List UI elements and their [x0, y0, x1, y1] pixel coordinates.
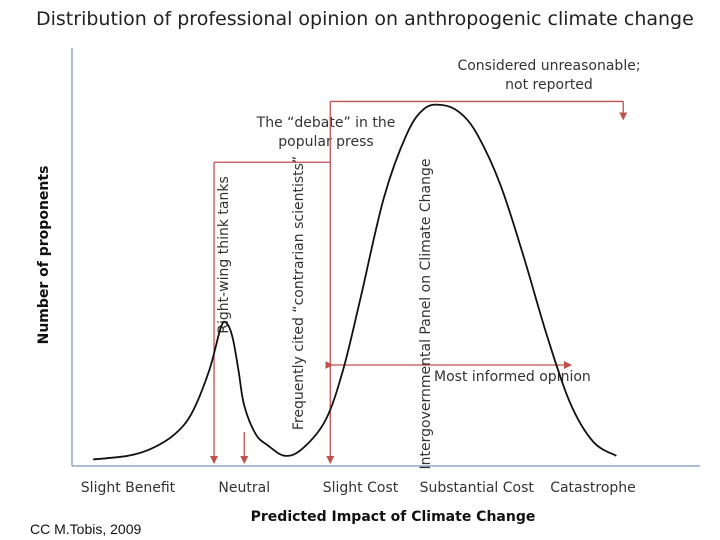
- credit-text: CC M.Tobis, 2009: [30, 521, 141, 537]
- x-tick-labels: Slight Benefit Neutral Slight Cost Substant…: [81, 480, 636, 496]
- contrarian-label: Frequently cited “contrarian scientists”: [291, 156, 307, 430]
- most-informed-label-line-0: Most informed opinion: [434, 369, 591, 385]
- chart-title: Distribution of professional opinion on …: [36, 8, 694, 30]
- y-axis-label: Number of proponents: [36, 166, 52, 345]
- x-tick-label-0: Slight Benefit: [81, 480, 176, 496]
- annotation-layer: The “debate” in the popular press Consider…: [210, 58, 641, 470]
- x-tick-label-2: Slight Cost: [323, 480, 399, 496]
- x-tick-label-4: Catastrophe: [550, 480, 636, 496]
- unreasonable-label-line-1: not reported: [505, 77, 593, 93]
- right-wing-label: Right-wing think tanks: [216, 176, 232, 334]
- x-tick-label-3: Substantial Cost: [420, 480, 535, 496]
- distribution-curve: [93, 103, 617, 461]
- x-tick-label-1: Neutral: [218, 480, 270, 496]
- debate-label-line-1: popular press: [278, 134, 373, 150]
- unreasonable-label-line-0: Considered unreasonable;: [457, 58, 640, 74]
- ipcc-label: Intergovernmental Panel on Climate Chang…: [418, 159, 434, 470]
- debate-label-line-0: The “debate” in the: [256, 115, 396, 131]
- x-axis-label: Predicted Impact of Climate Change: [251, 509, 536, 525]
